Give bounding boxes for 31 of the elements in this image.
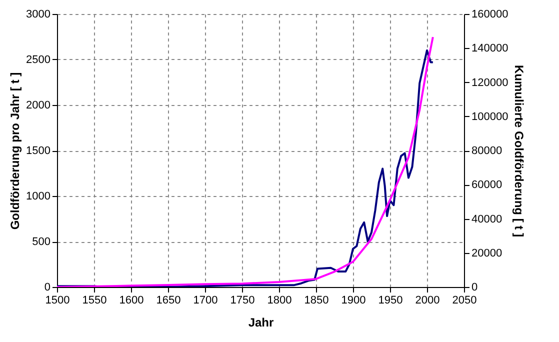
y2-tick-label: 160000 — [472, 8, 508, 20]
y2-tick-label: 140000 — [472, 42, 508, 55]
x-tick-label: 1950 — [378, 294, 403, 306]
y-tick-label: 1500 — [26, 145, 50, 157]
y2-tick-label: 80000 — [472, 145, 502, 157]
x-tick-label: 1800 — [267, 294, 292, 306]
y2-axis-title: Kumulierte Goldförderung [ t ] — [512, 65, 526, 237]
x-tick-label: 1750 — [230, 294, 255, 306]
y2-tick-label: 0 — [472, 282, 478, 294]
x-axis-title: Jahr — [248, 316, 274, 330]
y2-tick-label: 120000 — [472, 76, 508, 89]
x-tick-label: 1850 — [304, 294, 329, 306]
x-tick-label: 1550 — [82, 294, 107, 306]
y-tick-label: 2000 — [26, 100, 50, 112]
y2-tick-label: 60000 — [472, 179, 502, 192]
y-tick-label: 1000 — [26, 190, 50, 202]
x-tick-label: 1700 — [193, 294, 218, 306]
y-tick-label: 3000 — [26, 8, 50, 20]
y-axis-title: Goldförderung pro Jahr [ t ] — [8, 72, 22, 230]
x-tick-label: 2050 — [452, 294, 477, 306]
y-tick-label: 0 — [44, 282, 50, 294]
x-tick-label: 2000 — [415, 294, 440, 306]
y2-tick-label: 40000 — [472, 213, 502, 226]
y2-tick-label: 100000 — [472, 110, 508, 123]
y-tick-label: 500 — [32, 236, 50, 248]
x-tick-label: 1600 — [119, 294, 144, 306]
x-tick-label: 1900 — [341, 294, 366, 306]
x-tick-label: 1500 — [45, 294, 70, 306]
y2-tick-label: 20000 — [472, 247, 502, 260]
y-tick-label: 2500 — [26, 54, 50, 66]
x-tick-label: 1650 — [156, 294, 181, 306]
